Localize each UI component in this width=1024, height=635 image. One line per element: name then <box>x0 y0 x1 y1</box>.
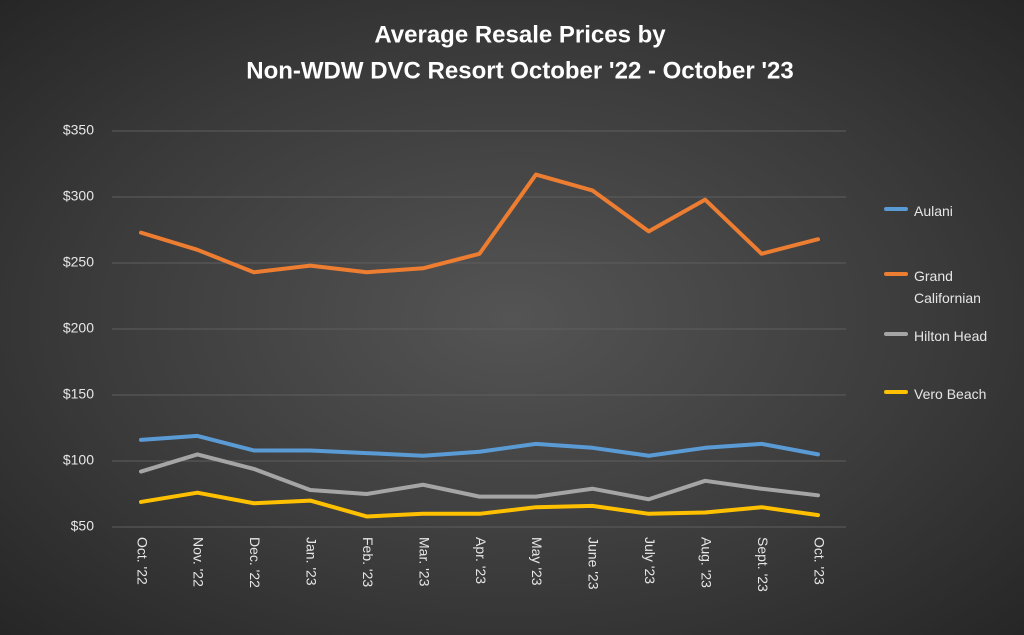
series-line <box>139 452 820 502</box>
y-tick-label: $250 <box>63 254 94 270</box>
y-tick-label: $100 <box>63 452 94 468</box>
y-tick-label: $350 <box>63 122 94 138</box>
y-tick-label: $50 <box>71 518 95 534</box>
x-tick-label: June '23 <box>586 537 602 590</box>
legend-label: Aulani <box>914 203 953 219</box>
x-tick-label: Jan. '23 <box>304 537 320 586</box>
x-tick-label: Oct. '23 <box>811 537 827 585</box>
series-line <box>139 172 820 275</box>
y-tick-label: $300 <box>63 188 94 204</box>
legend-item: Hilton Head <box>884 325 996 347</box>
x-tick-label: Sept. '23 <box>755 537 771 592</box>
legend-item: Vero Beach <box>884 383 996 405</box>
x-tick-label: Nov. '22 <box>191 537 207 587</box>
x-tick-label: Oct. '22 <box>134 537 150 585</box>
series-line <box>139 490 820 519</box>
x-tick-label: Apr. '23 <box>473 537 489 584</box>
y-tick-label: $150 <box>63 386 94 402</box>
x-tick-label: Mar. '23 <box>416 537 432 587</box>
chart-title: Average Resale Prices by <box>374 21 666 48</box>
chart-title: Non-WDW DVC Resort October '22 - October… <box>246 57 793 84</box>
x-tick-label: July '23 <box>642 537 658 584</box>
legend-item: Aulani <box>884 200 996 222</box>
legend-label: Grand Californian <box>914 268 981 306</box>
legend-label: Vero Beach <box>914 386 987 402</box>
y-tick-label: $200 <box>63 320 94 336</box>
legend-swatch <box>884 207 908 211</box>
series-line <box>139 433 820 458</box>
x-tick-label: Aug. '23 <box>698 537 714 588</box>
x-tick-label: Dec. '22 <box>247 537 263 588</box>
legend-swatch <box>884 332 908 336</box>
legend-swatch <box>884 272 908 276</box>
legend-item: Grand Californian <box>884 265 996 309</box>
legend-swatch <box>884 390 908 394</box>
x-tick-label: Feb. '23 <box>360 537 376 587</box>
legend-label: Hilton Head <box>914 328 988 344</box>
x-tick-label: May '23 <box>529 537 545 586</box>
